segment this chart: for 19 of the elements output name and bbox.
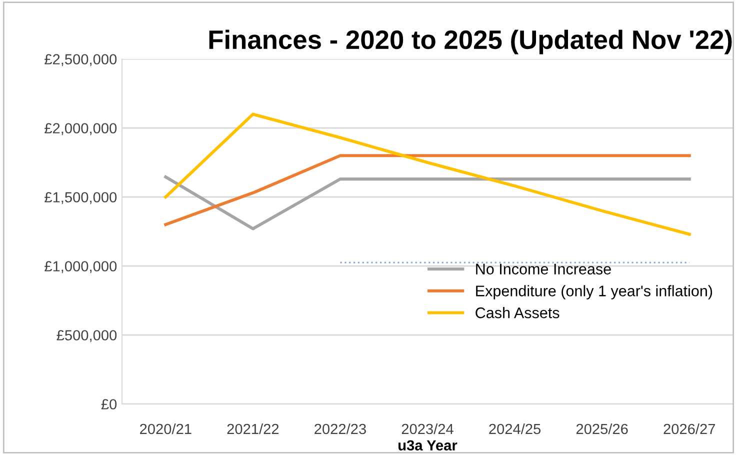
x-tick-label: 2025/26 — [576, 423, 628, 434]
y-tick-label: £2,500,000 — [44, 54, 117, 66]
legend-label: No Income Increase — [476, 264, 611, 274]
y-tick-label: £500,000 — [56, 330, 117, 342]
y-tick-label: £1,500,000 — [44, 192, 117, 204]
x-tick-label: 2022/23 — [314, 423, 366, 434]
line-series — [164, 112, 691, 236]
x-tick-label: 2023/24 — [402, 423, 454, 434]
legend-label: Cash Assets — [476, 307, 560, 318]
legend-label: Expenditure (only 1 year's inflation) — [476, 285, 712, 300]
x-tick-label: 2021/22 — [227, 423, 279, 434]
x-tick-label: 2026/27 — [664, 423, 715, 434]
x-tick-label: 2020/21 — [140, 423, 192, 434]
x-tick-label: 2024/25 — [489, 423, 541, 434]
chart-title: Finances - 2020 to 2025 (Updated Nov '22) — [209, 30, 732, 54]
y-tick-label: £0 — [101, 399, 117, 410]
y-tick-label: £1,000,000 — [44, 261, 117, 274]
x-axis-title: u3a Year — [398, 440, 458, 451]
y-tick-label: £2,000,000 — [44, 123, 117, 136]
